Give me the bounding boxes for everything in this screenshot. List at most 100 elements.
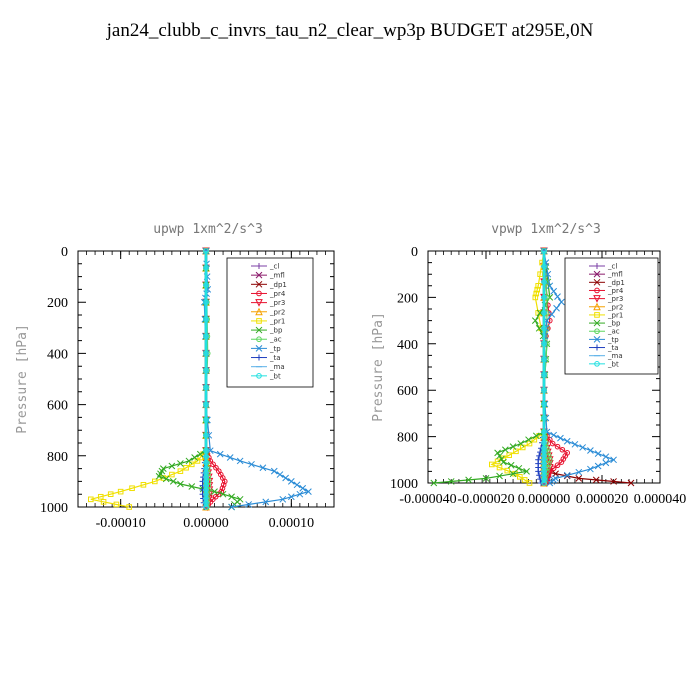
series-point xyxy=(546,282,554,290)
series-point xyxy=(185,457,193,465)
series-point xyxy=(203,459,209,466)
series-point xyxy=(216,450,224,458)
series-point xyxy=(541,401,547,407)
series-point xyxy=(504,467,511,474)
series-point xyxy=(627,479,635,487)
series-point xyxy=(575,475,583,482)
legend-marker xyxy=(255,307,263,316)
legend-marker xyxy=(256,318,262,324)
series-point xyxy=(287,493,295,501)
legend-label: _ac xyxy=(269,336,282,344)
x-tick-label: -0.000020 xyxy=(457,492,514,507)
series-point xyxy=(262,498,270,506)
series-point xyxy=(296,490,304,498)
series-point xyxy=(554,462,561,469)
series-point xyxy=(587,465,594,473)
series-point xyxy=(545,456,554,464)
series-point xyxy=(541,449,547,455)
series-point xyxy=(259,464,267,472)
series-point xyxy=(541,439,547,446)
series-point xyxy=(203,384,209,391)
series-point xyxy=(549,440,556,447)
series-point xyxy=(245,501,253,508)
series-point xyxy=(496,464,503,471)
series-point xyxy=(594,462,602,470)
series-bt xyxy=(541,248,547,486)
series-point xyxy=(548,311,556,318)
series-point xyxy=(602,459,610,467)
series-point xyxy=(523,468,530,475)
legend-marker xyxy=(255,280,263,288)
series-point xyxy=(509,470,517,478)
chart-panel-2: vpwp 1xm^2/s^3 Pressure [hPa] 0 200 400 600 80… xyxy=(371,222,686,507)
legend-label: _bp xyxy=(269,327,283,335)
series-point xyxy=(535,468,542,475)
legend-label: _ma xyxy=(269,363,285,371)
series-point xyxy=(541,371,547,378)
series-point xyxy=(541,457,547,463)
series-point xyxy=(287,478,295,485)
series-point xyxy=(575,468,583,476)
series-point xyxy=(276,471,284,478)
legend: _cl_mfl_dp1_pr4_pr3_pr2_pr1_bp_ac_tp_ta_… xyxy=(226,257,314,388)
series-point xyxy=(587,447,594,454)
chart-title: vpwp 1xm^2/s^3 xyxy=(491,222,601,237)
series-point xyxy=(177,480,184,488)
series-point xyxy=(559,446,566,453)
series-point xyxy=(541,248,547,254)
series-point xyxy=(535,324,543,332)
x-tick-label: 0.000040 xyxy=(634,492,687,507)
series-point xyxy=(183,464,189,471)
series-point xyxy=(592,476,600,484)
series-point xyxy=(140,482,147,488)
legend-label: _ta xyxy=(269,354,281,362)
legend-label: _bt xyxy=(269,372,281,380)
legend-marker xyxy=(594,361,600,367)
series-point xyxy=(203,367,209,374)
series-point xyxy=(541,415,547,421)
legend-label: _dp1 xyxy=(269,281,287,289)
series-point xyxy=(500,458,507,466)
series-point xyxy=(501,446,509,454)
legend: _cl_mfl_dp1_pr4_pr3_pr2_pr1_bp_ac_tp_ta_… xyxy=(564,257,659,375)
series-point xyxy=(177,460,184,467)
series-point xyxy=(557,434,564,442)
series-point xyxy=(579,444,587,451)
series-point xyxy=(496,472,503,480)
x-tick-label: 0.00000 xyxy=(183,516,229,531)
series-point xyxy=(219,490,227,498)
series-point xyxy=(553,304,560,312)
legend-marker xyxy=(594,287,600,294)
series-point xyxy=(203,350,209,357)
chart-title: upwp 1xm^2/s^3 xyxy=(153,222,263,237)
series-point xyxy=(550,287,558,295)
series-point xyxy=(203,504,209,510)
legend-marker xyxy=(594,312,600,318)
series-point xyxy=(541,294,547,301)
series-point xyxy=(155,472,163,480)
series-point xyxy=(203,453,209,460)
series-point xyxy=(465,476,472,484)
series-point xyxy=(203,333,209,340)
series-point xyxy=(517,474,523,480)
series-point xyxy=(213,464,219,471)
legend-marker xyxy=(256,290,262,297)
series-point xyxy=(194,458,201,464)
series-pr1 xyxy=(88,248,209,510)
series-point xyxy=(525,436,532,444)
y-tick-label: 1000 xyxy=(390,477,418,492)
y-tick-label: 400 xyxy=(397,338,418,353)
series-point xyxy=(535,283,542,289)
legend-label: _cl xyxy=(269,263,279,271)
legend-marker xyxy=(593,319,601,327)
series-point xyxy=(532,432,540,440)
series-point xyxy=(541,434,547,441)
series-point xyxy=(226,454,234,461)
legend-marker xyxy=(593,278,601,286)
legend-label: _cl xyxy=(607,263,617,271)
y-tick-label: 200 xyxy=(397,291,418,306)
series-point xyxy=(498,455,505,463)
series-point xyxy=(541,263,547,270)
series-point xyxy=(188,461,195,468)
series-point xyxy=(219,485,226,492)
